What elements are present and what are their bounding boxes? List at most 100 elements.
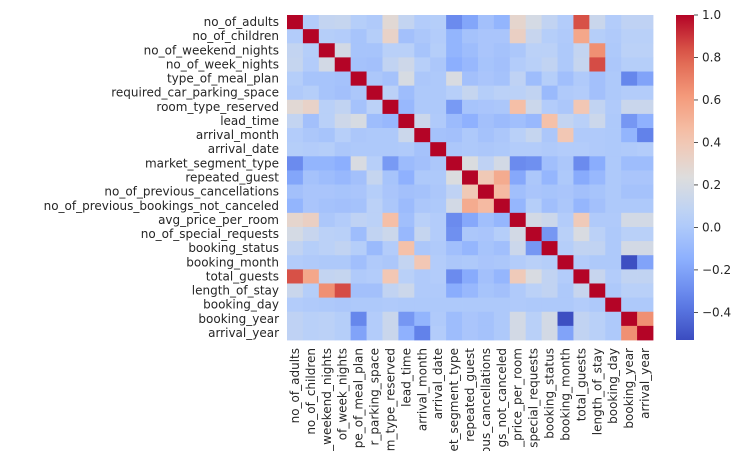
- heatmap-cell: [366, 142, 383, 157]
- heatmap-cell: [557, 198, 574, 214]
- heatmap-cell: [525, 226, 543, 242]
- heatmap-cell: [541, 29, 558, 44]
- heatmap-cell: [541, 226, 558, 242]
- heatmap-cell: [637, 113, 654, 129]
- heatmap-cell: [493, 99, 511, 115]
- heatmap-cell: [462, 57, 479, 72]
- heatmap-cell: [350, 241, 367, 256]
- heatmap-cell: [318, 226, 336, 242]
- heatmap-cell: [382, 269, 399, 284]
- heatmap-cell: [287, 113, 304, 129]
- heatmap-cell: [302, 71, 320, 87]
- heatmap-cell: [287, 156, 304, 171]
- heatmap-cell: [525, 71, 543, 87]
- y-tick-label: arrival_year: [208, 326, 279, 340]
- heatmap-cell: [541, 283, 558, 299]
- heatmap-cell: [334, 142, 352, 157]
- heatmap-cell: [637, 241, 654, 256]
- heatmap-cell: [605, 113, 622, 129]
- heatmap-cell: [334, 71, 352, 87]
- heatmap-cell: [382, 212, 399, 228]
- heatmap-cell: [318, 71, 336, 87]
- heatmap-cell: [573, 170, 590, 185]
- heatmap-cell: [493, 15, 511, 30]
- heatmap-cell: [573, 71, 590, 87]
- heatmap-cell: [557, 15, 574, 30]
- heatmap-cell: [366, 128, 383, 143]
- heatmap-cell: [493, 226, 511, 242]
- heatmap-cell: [605, 198, 622, 214]
- heatmap-cell: [446, 57, 463, 72]
- x-tick-label: repeated_guest: [463, 348, 477, 442]
- heatmap-cell: [589, 241, 606, 256]
- heatmap-cell: [557, 226, 574, 242]
- heatmap-cell: [350, 128, 367, 143]
- heatmap-cell: [509, 71, 527, 87]
- heatmap-cell: [621, 29, 638, 44]
- heatmap-cell: [589, 57, 606, 72]
- heatmap-cell: [541, 99, 558, 115]
- heatmap-cell: [589, 325, 606, 341]
- heatmap-cell: [446, 255, 463, 270]
- heatmap-cell: [350, 184, 367, 200]
- heatmap-cell: [350, 99, 367, 115]
- heatmap-cell: [589, 85, 606, 101]
- heatmap-cell: [366, 156, 383, 171]
- heatmap-cell: [430, 57, 447, 72]
- heatmap-cell: [366, 15, 383, 30]
- heatmap-cell: [541, 297, 558, 313]
- heatmap-cell: [302, 57, 320, 72]
- heatmap-cell: [637, 255, 654, 270]
- heatmap-cell: [382, 283, 399, 299]
- heatmap-cell: [605, 184, 622, 200]
- heatmap-cell: [509, 212, 527, 228]
- heatmap-cell: [398, 128, 415, 143]
- heatmap-cell: [398, 325, 415, 341]
- heatmap-cell: [334, 269, 352, 284]
- heatmap-cell: [462, 99, 479, 115]
- heatmap-cell: [414, 43, 431, 58]
- heatmap-cell: [287, 29, 304, 44]
- heatmap-cell: [334, 184, 352, 200]
- heatmap-cell: [589, 198, 606, 214]
- heatmap-cell: [446, 269, 463, 284]
- heatmap-cell: [334, 113, 352, 129]
- heatmap-cell: [493, 184, 511, 200]
- heatmap-cell: [366, 241, 383, 256]
- heatmap-cell: [446, 170, 463, 185]
- heatmap-cell: [573, 241, 590, 256]
- y-tick-label: no_of_special_requests: [141, 227, 279, 241]
- heatmap-cell: [541, 170, 558, 185]
- heatmap-cell: [414, 85, 431, 101]
- heatmap-cell: [414, 198, 431, 214]
- heatmap-cell: [398, 212, 415, 228]
- heatmap-cell: [621, 311, 638, 327]
- heatmap-cell: [446, 128, 463, 143]
- heatmap-cell: [318, 212, 336, 228]
- heatmap-cell: [541, 71, 558, 87]
- heatmap-cell: [462, 15, 479, 30]
- heatmap-cell: [509, 99, 527, 115]
- heatmap-cell: [366, 57, 383, 72]
- heatmap-cell: [334, 99, 352, 115]
- heatmap-cell: [287, 226, 304, 242]
- heatmap-cell: [589, 297, 606, 313]
- heatmap-cell: [621, 184, 638, 200]
- heatmap-cell: [477, 184, 495, 200]
- heatmap-cell: [493, 241, 511, 256]
- x-tick-label: _price_per_room: [511, 348, 525, 448]
- heatmap-cell: [557, 43, 574, 58]
- heatmap-cell: [509, 297, 527, 313]
- heatmap-cell: [430, 71, 447, 87]
- heatmap-cell: [621, 269, 638, 284]
- heatmap-cell: [557, 311, 574, 327]
- heatmap-cell: [509, 255, 527, 270]
- y-tick-labels: no_of_adultsno_of_childrenno_of_weekend_…: [44, 15, 280, 340]
- heatmap-cell: [493, 142, 511, 157]
- heatmap-cell: [525, 283, 543, 299]
- heatmap-cell: [509, 325, 527, 341]
- heatmap-cell: [477, 142, 495, 157]
- x-tick-label: booking_month: [558, 348, 572, 441]
- heatmap-cell: [541, 142, 558, 157]
- heatmap-cell: [446, 325, 463, 341]
